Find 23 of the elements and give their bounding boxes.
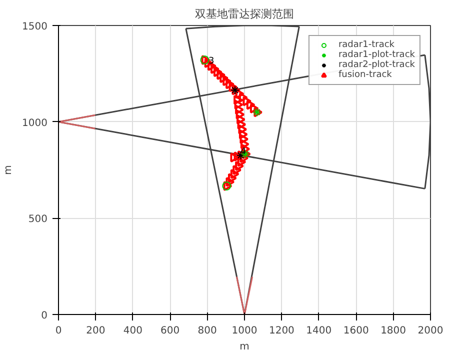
x-tick-label: 0: [55, 326, 62, 336]
y-tick-label: 1000: [22, 118, 48, 129]
x-axis-title: m: [240, 342, 250, 352]
legend-label: radar2-plot-track: [338, 60, 415, 70]
chart-title: 双基地雷达探测范围: [195, 8, 294, 20]
y-axis-title: m: [3, 165, 14, 175]
y-tick-label: 0: [41, 310, 48, 322]
x-tick-label: 1000: [232, 326, 258, 336]
x-tick-label: 800: [198, 326, 217, 336]
annotation: 4: [240, 146, 247, 157]
x-tick-label: 1400: [306, 326, 332, 336]
legend-label: radar1-track: [338, 40, 394, 50]
x-tick-label: 400: [123, 326, 142, 336]
x-tick-label: 200: [86, 326, 106, 336]
x-tick-label: 2000: [418, 326, 444, 336]
x-tick-label: 1800: [380, 326, 406, 336]
y-tick-label: 1500: [22, 22, 48, 32]
legend-label: fusion-track: [338, 70, 392, 80]
x-tick-label: 1200: [268, 326, 294, 336]
x-tick-label: 600: [160, 326, 180, 336]
legend-label: radar1-plot-track: [338, 50, 415, 60]
y-tick-label: 500: [28, 214, 48, 226]
x-tick-label: 1600: [343, 326, 369, 336]
